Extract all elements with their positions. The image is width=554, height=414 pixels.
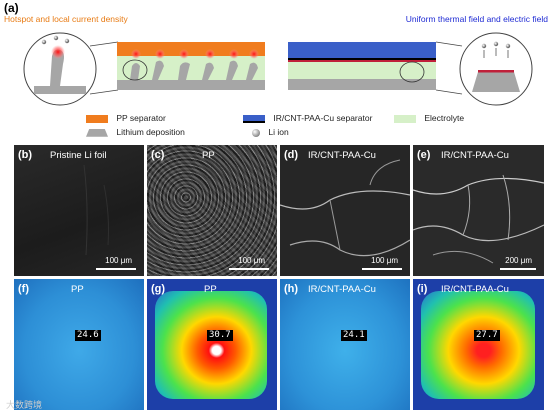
- thermal-row: (f) PP 24.6 (g) PP 30.7 (h) IR/CNT-PAA-C…: [14, 279, 544, 410]
- thermal-h-title: IR/CNT-PAA-Cu: [308, 284, 376, 295]
- sem-panel-c: (c) PP 100 μm: [147, 145, 277, 276]
- thermal-panel-f: (f) PP 24.6: [14, 279, 144, 410]
- schematic-diagram: [23, 32, 533, 106]
- sem-e-label: (e): [417, 149, 431, 161]
- sem-e-scalebar: [500, 268, 536, 270]
- legend-lithium-label: Lithium deposition: [116, 127, 185, 137]
- sem-e-title: IR/CNT-PAA-Cu: [441, 150, 509, 161]
- ir-cell-schematic: [288, 42, 436, 90]
- left-schematic-title: Hotspot and local current density: [4, 14, 128, 24]
- thermal-panel-g: (g) PP 30.7: [147, 279, 277, 410]
- sem-b-texture: [83, 164, 109, 256]
- thermal-i-title: IR/CNT-PAA-Cu: [441, 284, 509, 295]
- legend-pp: PP separator: [86, 113, 166, 123]
- thermal-panel-i: (i) IR/CNT-PAA-Cu 27.7: [413, 279, 544, 410]
- sem-c-scalebar: [229, 268, 269, 270]
- thermal-g-label: (g): [151, 283, 166, 295]
- sem-panel-e: (e) IR/CNT-PAA-Cu 200 μm: [413, 145, 544, 276]
- sem-c-title: PP: [202, 150, 215, 161]
- legend-lithium-swatch: [86, 128, 108, 137]
- sem-panel-d: (d) IR/CNT-PAA-Cu 100 μm: [280, 145, 410, 276]
- right-schematic-title: Uniform thermal field and electric field: [405, 14, 548, 24]
- legend-ir-label: IR/CNT-PAA-Cu separator: [273, 113, 373, 123]
- thermal-i-heat: [421, 291, 535, 399]
- left-zoom-circle: [23, 32, 97, 106]
- sem-b-title: Pristine Li foil: [50, 150, 107, 161]
- panel-a-label: (a): [4, 1, 19, 15]
- sem-c-label: (c): [151, 149, 165, 161]
- sem-c-texture: [147, 145, 277, 276]
- legend-liion-label: Li ion: [268, 127, 289, 137]
- sem-d-title: IR/CNT-PAA-Cu: [308, 150, 376, 161]
- thermal-panel-h: (h) IR/CNT-PAA-Cu 24.1: [280, 279, 410, 410]
- sem-d-texture: [280, 159, 410, 257]
- legend-pp-swatch: [86, 114, 108, 123]
- legend-electrolyte: Electrolyte: [394, 113, 464, 123]
- thermal-h-label: (h): [284, 283, 299, 295]
- thermal-i-label: (i): [417, 283, 428, 295]
- thermal-f-label: (f): [18, 283, 29, 295]
- watermark: 大数跨境: [6, 400, 43, 410]
- thermal-g-temp: 30.7: [207, 330, 233, 341]
- sem-d-label: (d): [284, 149, 299, 161]
- sem-b-label: (b): [18, 149, 33, 161]
- thermal-g-heat: [155, 291, 267, 399]
- thermal-h-temp: 24.1: [341, 330, 367, 341]
- legend-electrolyte-label: Electrolyte: [424, 113, 465, 123]
- li-ion-icon: [252, 128, 260, 137]
- legend-electrolyte-swatch: [394, 114, 416, 123]
- legend-lithium: Lithium deposition: [86, 127, 185, 137]
- sem-d-scalebar: [362, 268, 402, 270]
- thermal-g-title: PP: [204, 284, 217, 295]
- legend-liion: Li ion: [252, 127, 289, 137]
- right-zoom-circle: [459, 32, 533, 106]
- sem-b-scalebar: [96, 268, 136, 270]
- sem-c-scale: 100 μm: [238, 256, 265, 265]
- legend-pp-label: PP separator: [116, 113, 166, 123]
- legend-ir-swatch: [243, 114, 265, 123]
- thermal-f-temp: 24.6: [75, 330, 101, 341]
- sem-panel-b: (b) Pristine Li foil 100 μm: [14, 145, 144, 276]
- pp-cell-schematic: [117, 42, 265, 90]
- sem-e-texture: [413, 174, 544, 264]
- sem-row: (b) Pristine Li foil 100 μm (c) PP 100 μ…: [14, 145, 544, 276]
- legend-ir: IR/CNT-PAA-Cu separator: [243, 113, 372, 123]
- sem-e-scale: 200 μm: [505, 256, 532, 265]
- sem-b-scale: 100 μm: [105, 256, 132, 265]
- sem-d-scale: 100 μm: [371, 256, 398, 265]
- thermal-i-temp: 27.7: [474, 330, 500, 341]
- thermal-f-title: PP: [71, 284, 84, 295]
